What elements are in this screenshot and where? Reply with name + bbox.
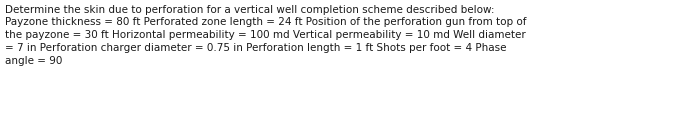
Text: Determine the skin due to perforation for a vertical well completion scheme desc: Determine the skin due to perforation fo… (5, 5, 527, 65)
